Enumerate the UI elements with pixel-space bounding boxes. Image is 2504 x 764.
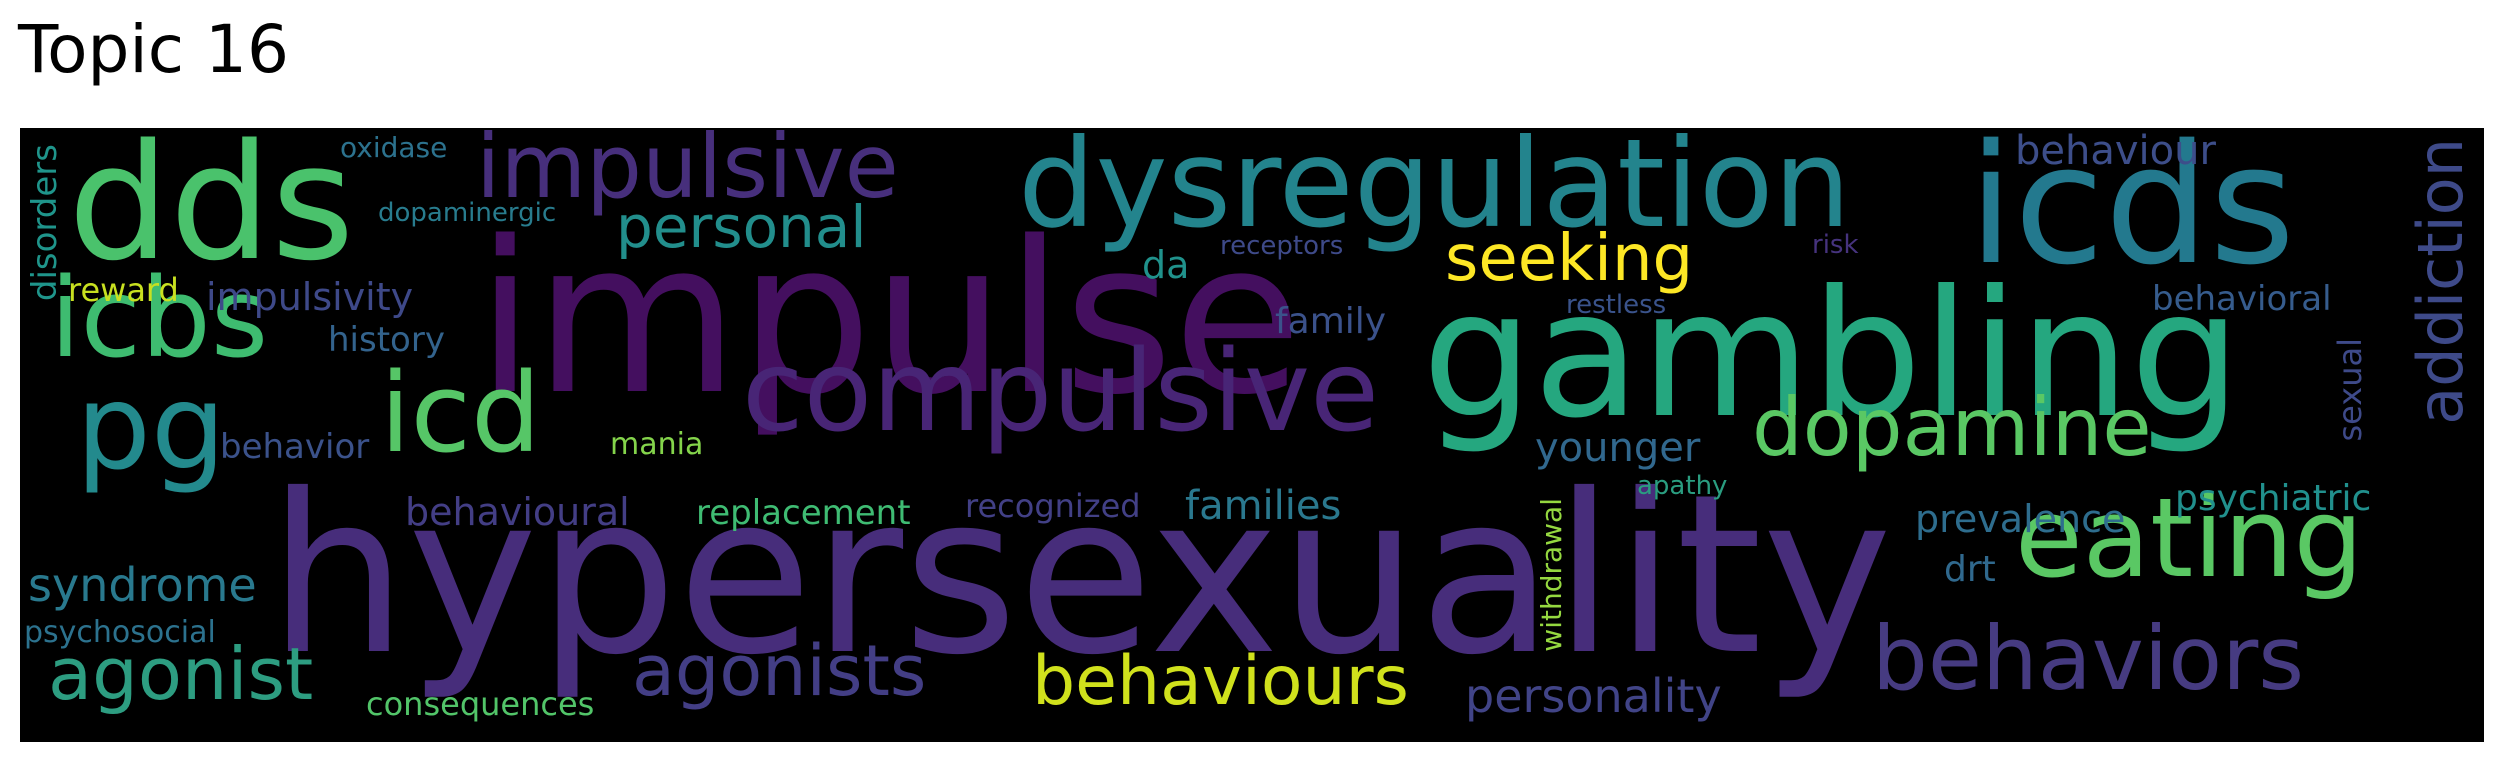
word-cloud: hypersexuality impulse gambling icds dds dysr… [20, 128, 2484, 742]
word-behaviours: behaviours [1032, 642, 1409, 721]
word-drt: drt [1944, 549, 1996, 590]
word-personal: personal [616, 193, 867, 261]
word-disorders: disorders [25, 144, 65, 302]
word-eating: eating [2015, 474, 2364, 602]
word-pg: pg [76, 358, 226, 496]
word-gambling: gambling [1422, 254, 2242, 457]
word-withdrawal: withdrawal [1535, 498, 1568, 652]
word-restless: restless [1566, 290, 1667, 320]
word-impulsive: impulsive [476, 128, 899, 218]
word-risk: risk [1812, 230, 1859, 260]
word-receptors: receptors [1220, 231, 1344, 261]
word-dopamine: dopamine [1752, 381, 2152, 474]
word-replacement: replacement [696, 493, 911, 533]
word-consequences: consequences [366, 685, 595, 723]
word-younger: younger [1535, 425, 1701, 471]
word-behavioural: behavioural [405, 490, 630, 534]
word-behaviors: behaviors [1872, 607, 2305, 710]
word-icds: icds [1968, 128, 2296, 301]
word-oxidase: oxidase [340, 131, 448, 164]
word-family: family [1275, 301, 1387, 342]
word-behavioral: behavioral [2152, 279, 2332, 319]
word-icbs: icbs [50, 254, 269, 382]
word-icd: icd [380, 349, 541, 477]
word-history: history [328, 320, 445, 360]
word-syndrome: syndrome [28, 558, 257, 612]
word-dopaminergic: dopaminergic [378, 198, 557, 228]
word-agonist: agonist [48, 632, 314, 716]
word-mania: mania [610, 427, 704, 462]
word-impulsivity: impulsivity [206, 275, 414, 319]
word-sexual: sexual [2331, 338, 2369, 442]
word-hypersexuality: hypersexuality [268, 447, 1893, 703]
word-personality: personality [1465, 669, 1722, 723]
word-psychiatric: psychiatric [2175, 478, 2372, 519]
topic-title: Topic 16 [18, 11, 289, 88]
word-addiction: addiction [2404, 138, 2477, 425]
word-behavior: behavior [220, 427, 370, 467]
word-compulsive: compulsive [742, 327, 1380, 457]
word-reward: reward [68, 271, 179, 309]
word-dds: dds [68, 128, 355, 296]
word-apathy: apathy [1637, 471, 1728, 501]
word-impulse: impulse [476, 196, 1303, 441]
word-behaviour: behaviour [2015, 128, 2216, 174]
word-recognized: recognized [965, 487, 1141, 525]
word-prevalence: prevalence [1915, 497, 2126, 541]
word-psychosocial: psychosocial [24, 615, 216, 650]
word-families: families [1185, 483, 1342, 529]
word-agonists: agonists [632, 630, 927, 712]
word-seeking: seeking [1445, 222, 1694, 296]
word-dysregulation: dysregulation [1018, 128, 1851, 255]
word-da: da [1142, 243, 1190, 287]
